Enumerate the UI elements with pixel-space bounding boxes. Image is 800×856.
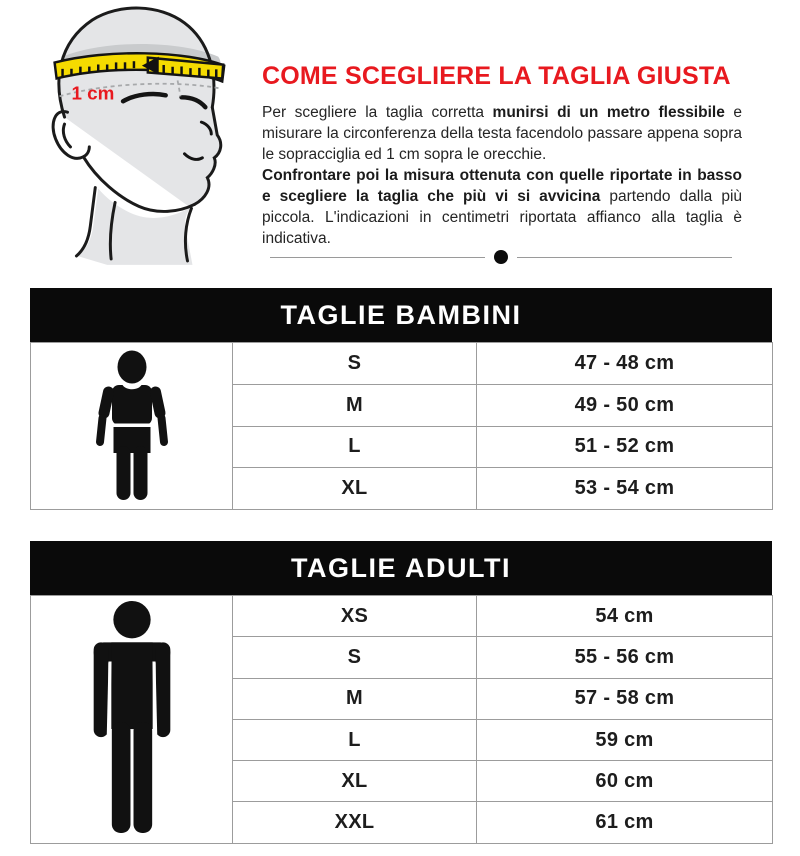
children-sizes-section: TAGLIE BAMBINI (30, 288, 773, 510)
children-size-grid: S 47 - 48 cm M 49 - 50 cm L 51 - 52 cm X… (30, 342, 773, 510)
size-label: S (232, 342, 477, 385)
adult-sizes-section: TAGLIE ADULTI (30, 541, 773, 844)
size-label: XL (232, 467, 477, 510)
adult-figure-cell (30, 595, 233, 844)
adult-table-title: TAGLIE ADULTI (30, 541, 772, 595)
table-row: XL 53 - 54 cm (31, 467, 773, 510)
adult-silhouette-icon (93, 601, 170, 834)
measuring-tape-icon (53, 52, 226, 84)
tape-label: 1 cm (71, 82, 114, 103)
divider-dot-icon (494, 250, 508, 264)
child-figure-cell (30, 342, 233, 510)
size-value: 61 cm (476, 801, 773, 844)
child-silhouette-icon (95, 350, 168, 500)
table-row: M 49 - 50 cm (31, 383, 773, 427)
face-features (120, 91, 213, 161)
table-row: S 55 - 56 cm (31, 636, 773, 679)
size-value: 55 - 56 cm (476, 636, 773, 679)
size-label: XXL (232, 801, 477, 844)
size-label: XS (232, 594, 477, 638)
size-value: 59 cm (476, 718, 773, 762)
table-row: XS 54 cm (30, 594, 773, 844)
children-table-title: TAGLIE BAMBINI (30, 288, 772, 342)
intro-paragraph-1: Per scegliere la taglia corretta munirsi… (262, 104, 742, 163)
size-value: 57 - 58 cm (476, 677, 773, 720)
size-value: 60 cm (476, 760, 773, 803)
seam-dashed-line (59, 80, 221, 98)
table-row: XXL 61 cm (31, 801, 773, 844)
size-label: L (232, 425, 477, 469)
size-value: 54 cm (476, 594, 773, 638)
divider-line (517, 256, 732, 258)
ear-icon (51, 110, 91, 160)
size-label: M (232, 677, 477, 720)
section-divider (270, 250, 732, 264)
size-value: 53 - 54 cm (476, 467, 773, 510)
size-label: L (232, 718, 477, 762)
tables-spacer (30, 510, 772, 541)
size-label: M (232, 383, 477, 427)
size-value: 51 - 52 cm (476, 425, 773, 469)
head-measurement-illustration: 1 cm (51, 6, 226, 265)
intro-text-block: COME SCEGLIERE LA TAGLIA GIUSTA Per sceg… (262, 62, 742, 249)
size-label: XL (232, 760, 477, 803)
intro-section: 1 cm COME SCEGLIERE LA TAGLIA GIUSTA Per… (0, 0, 800, 288)
table-row: L 51 - 52 cm (31, 425, 773, 469)
table-row: M 57 - 58 cm (31, 677, 773, 720)
divider-line (270, 256, 485, 258)
size-label: S (232, 636, 477, 679)
hairline-shade (59, 43, 221, 67)
intro-paragraph-2: Confrontare poi la misura ottenuta con q… (262, 167, 743, 247)
size-value: 47 - 48 cm (476, 342, 773, 385)
table-row: S 47 - 48 cm (30, 342, 773, 510)
page-title: COME SCEGLIERE LA TAGLIA GIUSTA (262, 62, 731, 90)
size-value: 49 - 50 cm (476, 383, 773, 427)
adult-size-grid: XS 54 cm S 55 - 56 cm M 57 - 58 cm L 59 … (30, 594, 773, 844)
size-tables: TAGLIE BAMBINI (30, 288, 773, 844)
